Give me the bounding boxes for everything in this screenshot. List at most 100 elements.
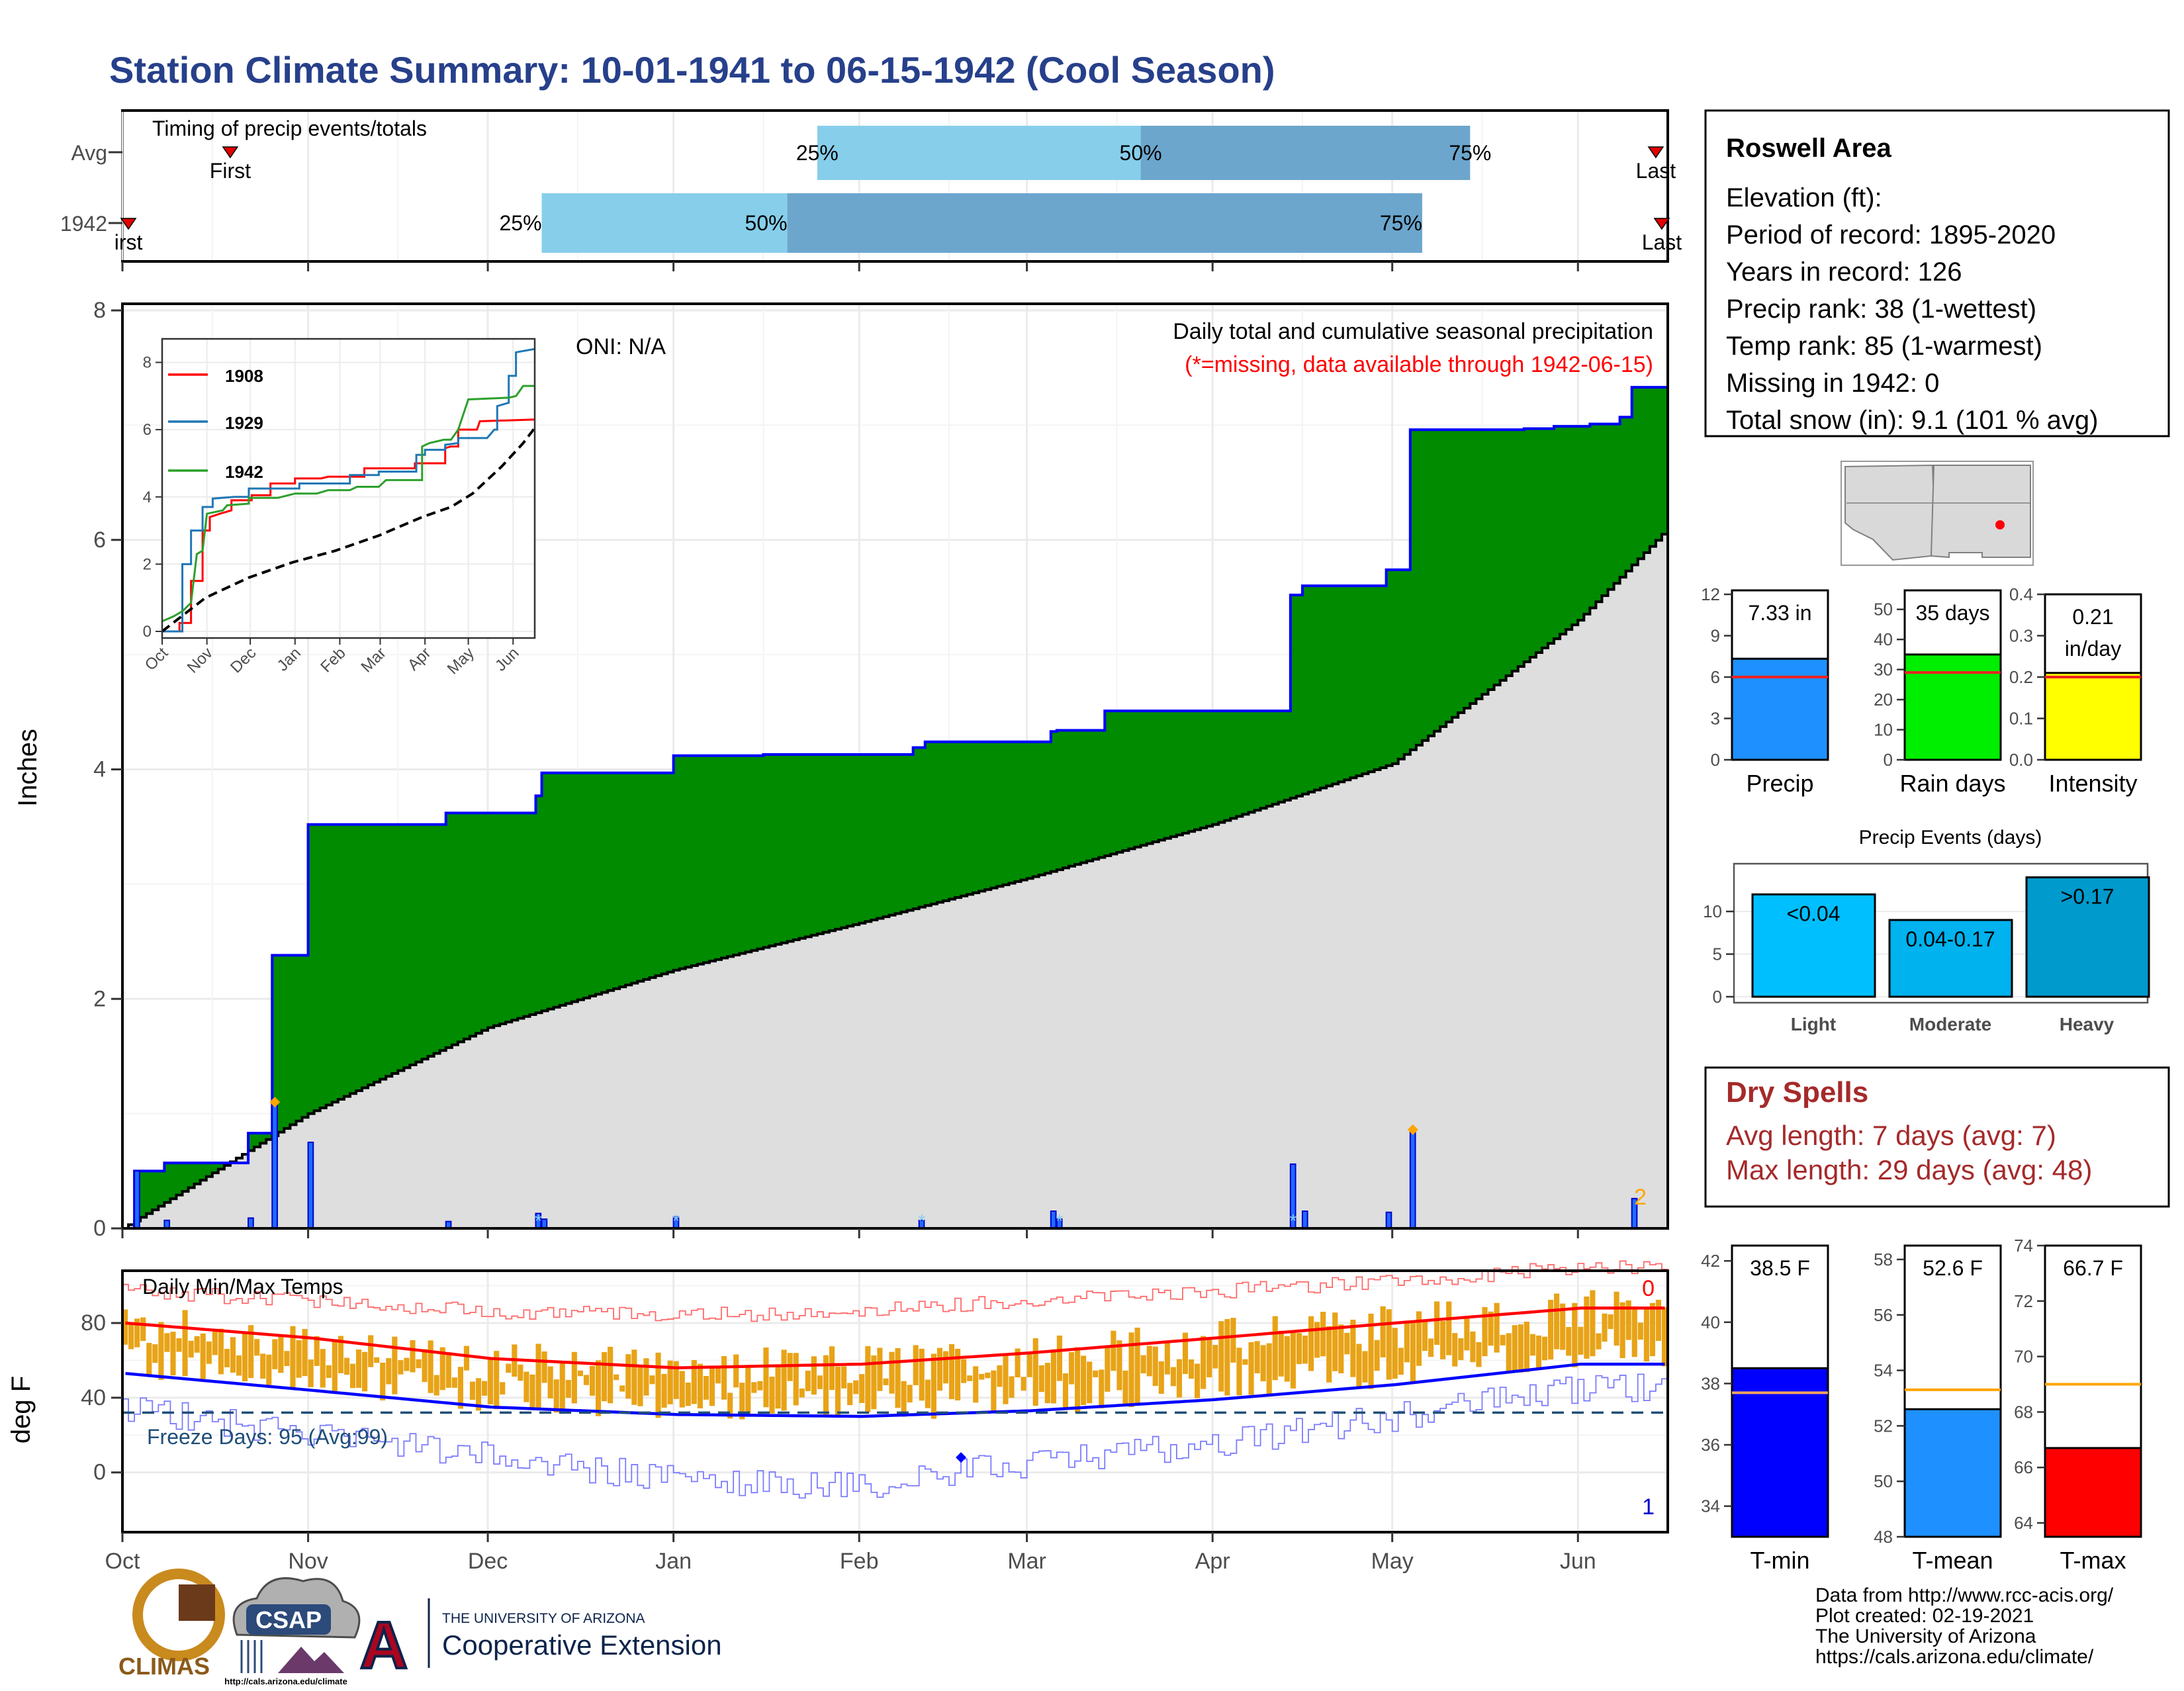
cumulative-precip-line [122,386,1668,1230]
temp-range-bar [529,1374,535,1410]
temp-range-bar [1434,1301,1440,1346]
temp-range-bar [1326,1326,1332,1383]
temp-range-bar [1116,1340,1122,1391]
temp-range-bar [1224,1319,1230,1396]
temp-range-bar [433,1375,439,1396]
temp-ylabel: deg F [7,1376,36,1443]
temp-range-bar [1584,1296,1590,1359]
daily-precip-bar [271,1101,278,1229]
temp-range-bar [1410,1322,1416,1383]
inset-series-line-average [161,427,536,633]
timing-first-label: irst [114,230,143,254]
temp-range-bar [559,1362,565,1411]
precip-total-bar: 0 3 6 9 12 7.33 in Precip [1701,584,1829,797]
temp-range-bar [1560,1303,1566,1350]
small-bar-ytick-label: 70 [2014,1347,2033,1367]
temp-range-bar [152,1344,158,1363]
temp-range-bar [769,1377,775,1414]
avg-max-line [125,1306,1665,1369]
temp-range-bar [948,1344,955,1400]
temp-range-bar [1625,1300,1631,1340]
small-bar-value [1903,1408,2002,1538]
main-annotation-title: Daily total and cumulative seasonal prec… [1173,319,1653,344]
temp-range-bar [853,1380,859,1394]
csap-wordmark: CSAP [255,1606,322,1633]
temp-range-bar [1524,1321,1529,1373]
temp-range-bar [1195,1363,1201,1398]
events-bars: <0.04 0.04-0.17 >0.17 [1751,876,2150,998]
temp-range-bar [739,1383,745,1420]
temp-range-bar [547,1366,553,1398]
events-bar-moderate [1888,919,2013,998]
small-bar-ytick-label: 48 [1874,1527,1893,1547]
temp-range-bar [1602,1313,1608,1342]
event-markers: * * * * * [269,1097,1418,1231]
temp-range-bar [1032,1338,1038,1406]
tmean-bar: 48 50 52 54 56 58 52.6 F T-mean [1874,1244,2002,1574]
inset-ytick-label: 8 [143,354,152,372]
temp-range-bar [1111,1330,1116,1371]
credit-url: https://cals.arizona.edu/climate/ [1815,1646,2094,1668]
station-line-elevation: Elevation (ft): [1726,183,1882,212]
temp-range-bar [1338,1324,1344,1374]
temp-range-bar [877,1348,883,1391]
temp-range-bar [889,1351,895,1394]
temp-range-bar [260,1353,266,1379]
small-bar-ytick-label: 6 [1711,667,1720,687]
temp-range-bar [973,1366,979,1403]
temp-range-bar [571,1351,577,1404]
small-bar-value [2044,1447,2142,1538]
temp-range-bar [1290,1332,1296,1389]
temp-range-bar [320,1349,326,1388]
temp-range-bar [1362,1351,1368,1383]
temp-range-bar [380,1362,386,1400]
temp-range-bar [523,1371,529,1402]
temp-range-bar [913,1345,919,1385]
snow-marker: * [1056,1211,1063,1231]
small-bar-value-label: 7.33 in [1748,601,1811,625]
temp-range-bar [763,1348,769,1408]
events-ytick-label: 5 [1713,944,1722,964]
heavy-event-marker [269,1097,281,1108]
record-low-marker [956,1452,967,1463]
daily-precip-bar [134,1170,140,1229]
timing-bar-50-75 [787,193,1422,253]
temp-range-bar [985,1372,991,1379]
temp-range-bar [122,1309,128,1345]
temp-range-bar [349,1363,356,1389]
temp-range-bar [278,1336,284,1373]
credit-university: The University of Arizona [1815,1625,2036,1647]
temp-range-bar [1464,1316,1470,1351]
temp-range-bar [901,1381,907,1417]
temp-range-bar [1631,1306,1637,1357]
temp-range-bar [1608,1314,1614,1330]
temp-range-bar [338,1336,343,1373]
temp-range-bar [715,1368,721,1384]
temp-range-bar [541,1351,547,1383]
small-bar-ytick-label: 54 [1874,1361,1893,1381]
credit-data-source: Data from http://www.rcc-acis.org/ [1815,1584,2114,1606]
ua-a-icon: A [360,1608,408,1682]
temp-range-bar [535,1344,541,1410]
temp-range-bar [1314,1322,1320,1358]
temp-range-bar [284,1351,290,1367]
temp-range-bar [506,1363,512,1373]
temp-range-bar [326,1365,332,1378]
temp-range-bar [811,1356,817,1395]
temp-range-bar [691,1360,697,1404]
temp-range-bar [1344,1332,1350,1355]
dry-avg-length: Avg length: 7 days (avg: 7) [1726,1120,2056,1151]
csap-mountain-icon [278,1647,344,1673]
small-bar-category-label: T-min [1751,1547,1810,1574]
snow-marker: * [1289,1211,1297,1231]
small-bar-ytick-label: 38 [1701,1373,1720,1393]
month-label-jan: Jan [655,1549,692,1574]
temp-range-bar [865,1346,871,1413]
small-bar-ytick-label: 10 [1874,720,1893,740]
temp-range-bar [1081,1355,1087,1405]
temp-range-bar [602,1351,608,1402]
temp-range-bar [1506,1333,1512,1372]
record-max-line [122,1260,1668,1322]
ua-cooperative-text: Cooperative Extension [442,1629,722,1661]
timing-pct-50: 50% [745,211,788,235]
